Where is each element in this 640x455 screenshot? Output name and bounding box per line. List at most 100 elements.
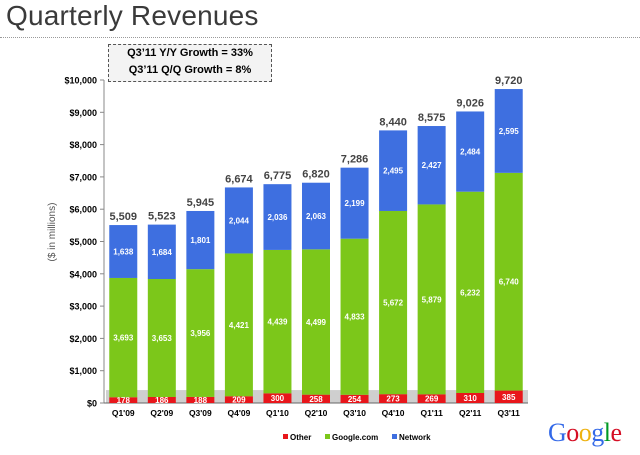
bar-network <box>456 111 485 192</box>
bar-other <box>302 394 330 403</box>
bar-total-label: 9,720 <box>495 75 523 87</box>
bar-total-label: 9,026 <box>456 97 484 109</box>
x-tick-label: Q2'10 <box>305 408 328 418</box>
legend-entry-network: Network <box>399 433 431 442</box>
bar-label-google-com: 4,833 <box>345 313 366 322</box>
bar-google-com <box>186 269 215 397</box>
bar-network <box>147 224 176 280</box>
bar-label-network: 1,684 <box>152 248 173 257</box>
x-tick-label: Q1'09 <box>112 408 135 418</box>
bar-label-network: 2,044 <box>229 216 250 225</box>
bar-other <box>417 394 446 403</box>
bar-google-com <box>302 249 330 395</box>
bar-total-label: 6,775 <box>264 170 292 182</box>
x-tick-label: Q1'11 <box>420 408 443 418</box>
logo-letter: e <box>610 418 623 447</box>
y-tick-label: $6,000 <box>69 205 97 215</box>
bar-google-com <box>417 204 446 395</box>
bar-google-com <box>340 238 369 395</box>
bar-other <box>109 397 138 403</box>
legend-swatch-google-com <box>325 434 330 439</box>
logo-letter: o <box>566 418 579 447</box>
bar-label-network: 2,427 <box>422 161 443 170</box>
bar-label-network: 2,199 <box>345 199 366 208</box>
bar-label-other: 385 <box>502 393 516 402</box>
bar-label-other: 186 <box>155 396 169 405</box>
x-tick-label: Q1'10 <box>266 408 289 418</box>
logo-letter: l <box>603 418 611 447</box>
y-tick-label: $0 <box>87 399 97 409</box>
bar-other <box>456 392 485 403</box>
bar-google-com <box>379 210 408 395</box>
bar-total-label: 6,674 <box>225 173 253 185</box>
bar-label-other: 209 <box>232 396 246 405</box>
bar-label-google-com: 4,439 <box>267 318 288 327</box>
bar-google-com <box>224 253 253 397</box>
bar-google-com <box>494 172 523 391</box>
growth-callout-box: Q3’11 Y/Y Growth = 33% Q3’11 Q/Q Growth … <box>108 44 272 82</box>
x-tick-label: Q4'09 <box>227 408 250 418</box>
bar-google-com <box>456 191 485 393</box>
bar-label-network: 2,484 <box>460 148 481 157</box>
legend-entry-google-com: Google.com <box>332 433 378 442</box>
bar-label-other: 258 <box>309 395 323 404</box>
legend-swatch-network <box>392 434 397 439</box>
bar-network <box>417 126 446 205</box>
bar-network <box>302 182 330 250</box>
bar-network <box>224 187 253 254</box>
y-tick-label: $1,000 <box>69 366 97 376</box>
legend-swatch-other <box>283 434 288 439</box>
y-tick-label: $10,000 <box>64 76 97 86</box>
bar-total-label: 7,286 <box>341 154 369 166</box>
y-tick-label: $8,000 <box>69 140 97 150</box>
bar-label-other: 269 <box>425 395 439 404</box>
y-tick-label: $2,000 <box>69 334 97 344</box>
bar-label-network: 2,036 <box>267 213 288 222</box>
bar-total-label: 6,820 <box>302 169 330 181</box>
y-tick-label: $7,000 <box>69 172 97 182</box>
bar-label-google-com: 4,499 <box>306 318 327 327</box>
qoq-growth-text: Q3’11 Q/Q Growth = 8% <box>128 64 252 76</box>
bar-total-label: 8,440 <box>379 116 407 128</box>
y-tick-label: $5,000 <box>69 237 97 247</box>
bar-google-com <box>147 279 176 397</box>
legend-entry-other: Other <box>290 433 311 442</box>
bar-label-other: 178 <box>117 396 131 405</box>
x-tick-label: Q3'09 <box>189 408 212 418</box>
title-divider <box>0 37 640 38</box>
bar-other <box>186 396 215 403</box>
bar-label-google-com: 5,879 <box>422 295 443 304</box>
bar-network <box>494 89 523 173</box>
bar-other <box>379 394 408 403</box>
bar-other <box>224 396 253 403</box>
logo-letter: o <box>578 418 592 447</box>
google-logo: Google <box>548 418 622 448</box>
bar-other <box>263 393 292 403</box>
bar-label-network: 1,801 <box>190 236 211 245</box>
logo-letter: g <box>591 418 604 447</box>
y-tick-label: $4,000 <box>69 269 97 279</box>
y-tick-label: $3,000 <box>69 302 97 312</box>
logo-letter: G <box>548 418 567 447</box>
bar-label-google-com: 3,693 <box>113 334 134 343</box>
page-title: Quarterly Revenues <box>6 0 259 31</box>
x-tick-label: Q3'11 <box>498 408 521 418</box>
bar-total-label: 5,945 <box>187 197 215 209</box>
bar-label-network: 2,063 <box>306 212 327 221</box>
bar-label-google-com: 3,956 <box>190 329 211 338</box>
x-tick-label: Q2'09 <box>150 408 173 418</box>
x-tick-label: Q3'10 <box>343 408 366 418</box>
bar-label-google-com: 5,672 <box>383 299 404 308</box>
bar-label-other: 310 <box>464 394 478 403</box>
bar-total-label: 5,523 <box>148 211 176 223</box>
bar-google-com <box>109 277 138 398</box>
bar-label-other: 254 <box>348 395 362 404</box>
bar-label-google-com: 3,653 <box>152 334 173 343</box>
bar-label-other: 300 <box>271 394 285 403</box>
x-tick-label: Q4'10 <box>382 408 405 418</box>
bar-label-google-com: 4,421 <box>229 321 250 330</box>
bar-total-label: 8,575 <box>418 112 446 124</box>
x-tick-label: Q2'11 <box>459 408 482 418</box>
bar-google-com <box>263 249 292 394</box>
